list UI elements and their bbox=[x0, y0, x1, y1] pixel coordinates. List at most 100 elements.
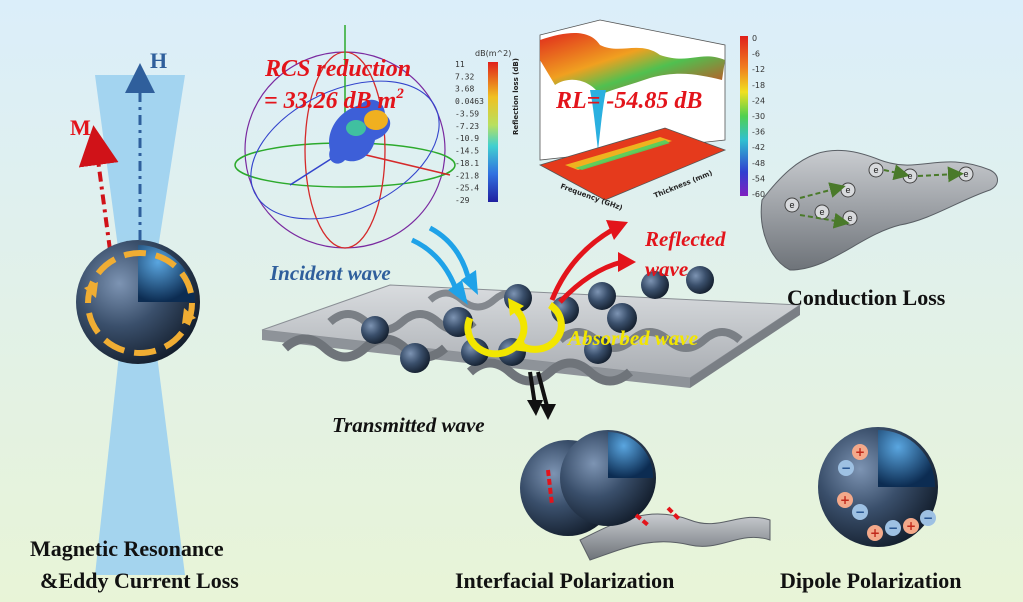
incident-wave-label: Incident wave bbox=[269, 261, 391, 285]
particle-8 bbox=[588, 282, 616, 310]
rcs-colorbar-tick-0: 11 bbox=[455, 60, 465, 69]
rl-colorbar-tick-7: -42 bbox=[752, 143, 765, 152]
rcs-colorbar-tick-8: -18.1 bbox=[455, 159, 479, 168]
electron-label-1: e bbox=[789, 200, 794, 210]
rcs-lobe-core bbox=[346, 120, 366, 136]
rcs-colorbar-tick-10: -25.4 bbox=[455, 184, 479, 193]
dipole-charge-plus-4 bbox=[903, 518, 919, 534]
rcs-colorbar-ticks: 11 7.32 3.68 0.0463 -3.59 -7.23 -10.9 -14.5 -18.… bbox=[455, 60, 484, 205]
rl-colorbar-tick-9: -54 bbox=[752, 174, 765, 183]
reflected-arrow-1-head bbox=[606, 220, 628, 240]
eddy-current-ring bbox=[85, 250, 195, 356]
rcs-lobe-tip bbox=[364, 110, 388, 130]
particle-4 bbox=[461, 338, 489, 366]
dipole-sign-plus-4: + bbox=[906, 519, 916, 533]
magnetic-caption-line2: &Eddy Current Loss bbox=[40, 568, 239, 593]
rcs-colorbar-tick-6: -10.9 bbox=[455, 134, 479, 143]
electron-label-5: e bbox=[873, 165, 878, 175]
rl-value: RL= -54.85 dB bbox=[555, 88, 702, 114]
dipole-panel bbox=[818, 427, 938, 547]
conduction-panel bbox=[760, 149, 998, 271]
rcs-ring-blue bbox=[250, 80, 440, 220]
rcs-colorbar-tick-9: -21.8 bbox=[455, 171, 479, 180]
absorber-plate-side bbox=[690, 305, 800, 388]
electron-5 bbox=[868, 162, 884, 178]
rl-colorbar-tick-1: -6 bbox=[752, 50, 760, 59]
dipole-sign-minus-1: − bbox=[841, 461, 851, 475]
rl-dip bbox=[590, 90, 606, 150]
electron-label-6: e bbox=[907, 171, 912, 181]
mxene-sheet-3 bbox=[466, 358, 634, 386]
dipole-charge-minus-1 bbox=[838, 460, 854, 476]
dipole-sign-plus-3: + bbox=[870, 526, 880, 540]
particle-2 bbox=[400, 343, 430, 373]
dipole-particle-core bbox=[878, 430, 935, 487]
incident-arrow-1-head bbox=[448, 280, 468, 305]
dipole-charge-plus-1 bbox=[852, 444, 868, 460]
interfacial-sheet bbox=[579, 513, 771, 561]
reflected-wave-label-line2: wave bbox=[645, 257, 688, 281]
absorbed-swirl-2 bbox=[518, 302, 565, 353]
dipole-sign-plus-2: + bbox=[840, 493, 850, 507]
rcs-colorbar-tick-5: -7.23 bbox=[455, 122, 479, 131]
interfacial-caption: Interfacial Polarization bbox=[455, 568, 674, 593]
transmitted-arrow-2-head bbox=[527, 400, 543, 416]
dipole-sign-minus-4: − bbox=[923, 511, 933, 525]
electron-label-4: e bbox=[845, 185, 850, 195]
particle-12 bbox=[686, 266, 714, 294]
reflected-arrow-1 bbox=[549, 227, 614, 301]
rl-surface bbox=[540, 33, 725, 95]
absorbed-wave-label: Absorbed wave bbox=[566, 326, 698, 350]
rl-colorbar-tick-4: -24 bbox=[752, 96, 765, 105]
electron-label-7: e bbox=[963, 169, 968, 179]
eddy-arrow-1 bbox=[84, 282, 98, 298]
transmitted-wave-label: Transmitted wave bbox=[332, 413, 485, 437]
particle-9 bbox=[607, 303, 637, 333]
rcs-colorbar-tick-3: 0.0463 bbox=[455, 97, 484, 106]
rcs-colorbar-tick-4: -3.59 bbox=[455, 109, 479, 118]
electron-2 bbox=[814, 204, 830, 220]
rl-colorbar-tick-3: -18 bbox=[752, 81, 765, 90]
particle-1 bbox=[361, 316, 389, 344]
rcs-colorbar-unit: dB(m^2) bbox=[475, 49, 511, 58]
magnetic-panel bbox=[76, 63, 200, 575]
rl-colorbar-tick-6: -36 bbox=[752, 128, 765, 137]
eddy-arrow-2 bbox=[182, 308, 196, 324]
rl-floor bbox=[538, 127, 727, 201]
incident-arrow-2-head bbox=[461, 270, 478, 295]
interface-charge-2 bbox=[634, 513, 650, 527]
rcs-colorbar-tick-1: 7.32 bbox=[455, 72, 474, 81]
transmitted-arrow-1-head bbox=[540, 404, 556, 420]
interface-charge-1 bbox=[546, 469, 554, 506]
rl-colorbar-tick-10: -60 bbox=[752, 190, 765, 199]
electron-path-1 bbox=[799, 212, 850, 229]
rl-colorbar-tick-2: -12 bbox=[752, 65, 765, 74]
dipole-charge-plus-2 bbox=[837, 492, 853, 508]
rl-floor-band bbox=[565, 137, 672, 170]
rcs-title-line1: RCS reduction bbox=[264, 56, 411, 82]
interface-charge-3 bbox=[666, 506, 682, 522]
rl-colorbar-ticks: 0 -6 -12 -18 -24 -30 -36 -42 -48 -54 -60 bbox=[752, 34, 765, 199]
conduction-sheet bbox=[760, 149, 998, 271]
absorber-plate-group bbox=[261, 266, 802, 388]
rcs-colorbar-tick-2: 3.68 bbox=[455, 85, 474, 94]
interfacial-panel bbox=[520, 430, 771, 561]
reflected-wave-label-line1: Reflected bbox=[644, 227, 726, 251]
rl-z-axis-label: Reflection loss (dB) bbox=[512, 58, 520, 135]
absorbed-swirl-2-head bbox=[512, 336, 528, 352]
rl-colorbar-tick-5: -30 bbox=[752, 112, 765, 121]
magnetic-caption-line1: Magnetic Resonance bbox=[30, 536, 224, 561]
rcs-colorbar-tick-11: -29 bbox=[455, 196, 470, 205]
dipole-sign-minus-2: − bbox=[855, 505, 865, 519]
electron-label-3: e bbox=[847, 213, 852, 223]
dipole-sign-plus-1: + bbox=[855, 445, 865, 459]
interfacial-particle-core bbox=[608, 432, 654, 478]
absorbed-swirl-1-head bbox=[508, 298, 524, 316]
rl-colorbar-tick-0: 0 bbox=[752, 34, 757, 43]
electron-1 bbox=[784, 197, 800, 213]
absorbed-swirl-1 bbox=[464, 305, 528, 358]
rcs-title-value: = 33.26 dB m bbox=[264, 88, 396, 114]
dipole-charge-minus-4 bbox=[920, 510, 936, 526]
dipole-charge-signs: + − + − + − + − bbox=[840, 445, 933, 540]
reflected-arrow-2 bbox=[558, 259, 623, 304]
